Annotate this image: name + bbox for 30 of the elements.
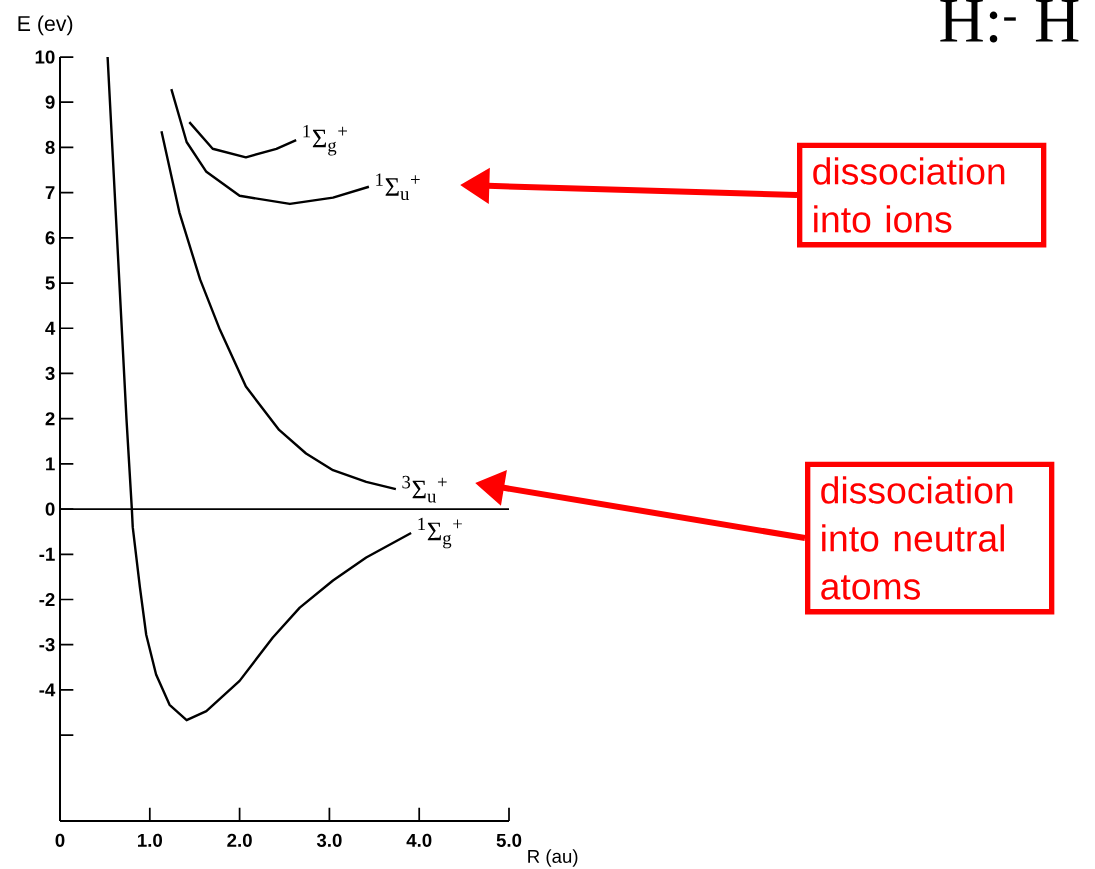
y-tick-label: 7 bbox=[45, 186, 55, 200]
y-tick-label: 3 bbox=[45, 366, 55, 381]
y-tick-label: 5 bbox=[45, 276, 55, 290]
y-tick-label: 9 bbox=[45, 95, 55, 109]
x-tick-label: 5.0 bbox=[496, 833, 522, 847]
x-tick-label: 1.0 bbox=[138, 833, 163, 847]
y-tick-label: 2 bbox=[45, 412, 55, 426]
text: dissociation into ions bbox=[813, 157, 1005, 233]
y-tick-label: 6 bbox=[45, 231, 55, 245]
y-axis-title: E (ev) bbox=[18, 15, 73, 36]
y-tick-label: 1 bbox=[46, 457, 55, 471]
x-tick-label: 4.0 bbox=[406, 833, 432, 847]
y-tick-label: -2 bbox=[39, 592, 55, 607]
y-tick-label: -3 bbox=[39, 638, 55, 652]
series-label: $^{1}$Σ$_{u}$+ bbox=[376, 173, 420, 201]
series-label: $^{1}$Σ$_{g}$+ bbox=[418, 517, 462, 549]
y-tick-label: -1 bbox=[39, 547, 55, 561]
y-tick-label: 8 bbox=[45, 140, 55, 155]
x-tick-label: 3.0 bbox=[316, 833, 342, 847]
y-tick-label: 10 bbox=[35, 50, 55, 64]
y-tick-label: 4 bbox=[45, 321, 56, 335]
y-tick-label: -4 bbox=[39, 683, 56, 697]
series-label: $^{1}$Σ$_{g}$+ bbox=[303, 124, 347, 156]
text: dissociation into neutral atoms bbox=[821, 476, 1013, 600]
x-tick-label: 0 bbox=[55, 833, 65, 847]
x-axis-title: R (au) bbox=[528, 849, 578, 867]
text: H:$^{-}$ H bbox=[940, 0, 1079, 43]
y-tick-label: 0 bbox=[45, 502, 55, 516]
x-tick-label: 2.0 bbox=[227, 833, 252, 847]
series-label: $^{3}$Σ$_{u}$+ bbox=[402, 475, 447, 503]
